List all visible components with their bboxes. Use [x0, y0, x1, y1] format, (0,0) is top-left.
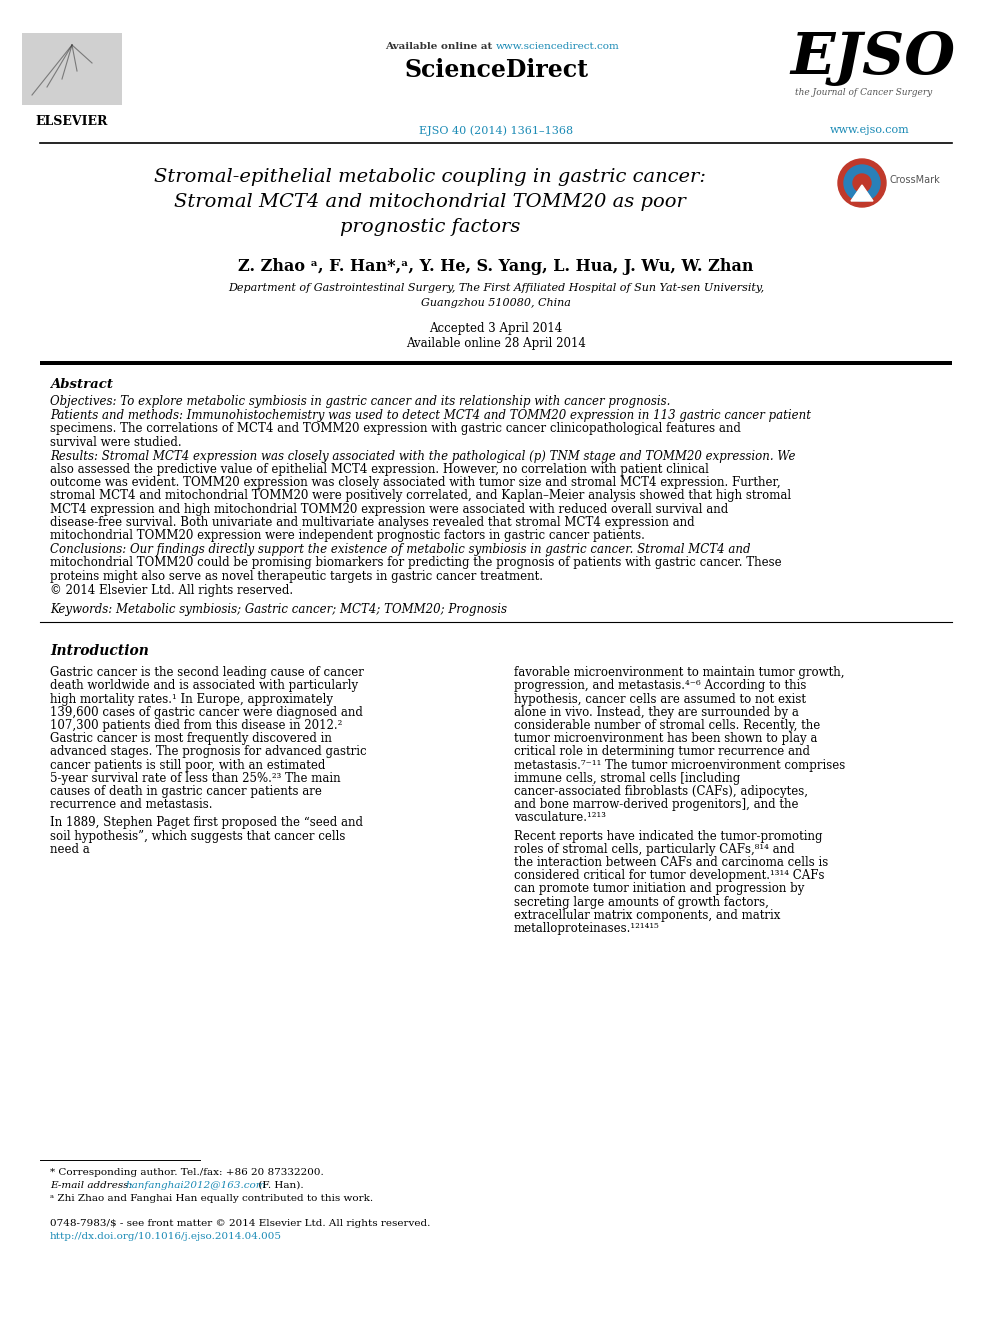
Text: Abstract: Abstract: [50, 378, 113, 392]
Text: roles of stromal cells, particularly CAFs,⁸¹⁴ and: roles of stromal cells, particularly CAF…: [514, 843, 795, 856]
Text: ᵃ Zhi Zhao and Fanghai Han equally contributed to this work.: ᵃ Zhi Zhao and Fanghai Han equally contr…: [50, 1193, 373, 1203]
Text: Keywords: Metabolic symbiosis; Gastric cancer; MCT4; TOMM20; Prognosis: Keywords: Metabolic symbiosis; Gastric c…: [50, 603, 507, 617]
Text: Department of Gastrointestinal Surgery, The First Affiliated Hospital of Sun Yat: Department of Gastrointestinal Surgery, …: [228, 283, 764, 292]
Text: www.ejso.com: www.ejso.com: [830, 124, 910, 135]
Text: vasculature.¹²¹³: vasculature.¹²¹³: [514, 811, 606, 824]
Text: cancer-associated fibroblasts (CAFs), adipocytes,: cancer-associated fibroblasts (CAFs), ad…: [514, 785, 808, 798]
Text: causes of death in gastric cancer patients are: causes of death in gastric cancer patien…: [50, 785, 321, 798]
Text: Available online 28 April 2014: Available online 28 April 2014: [406, 337, 586, 351]
Text: can promote tumor initiation and progression by: can promote tumor initiation and progres…: [514, 882, 805, 896]
Text: progression, and metastasis.⁴⁻⁶ According to this: progression, and metastasis.⁴⁻⁶ Accordin…: [514, 680, 806, 692]
Text: proteins might also serve as novel therapeutic targets in gastric cancer treatme: proteins might also serve as novel thera…: [50, 570, 543, 582]
Text: Patients and methods: Immunohistochemistry was used to detect MCT4 and TOMM20 ex: Patients and methods: Immunohistochemist…: [50, 409, 811, 422]
Text: tumor microenvironment has been shown to play a: tumor microenvironment has been shown to…: [514, 732, 817, 745]
Text: Available online at: Available online at: [385, 42, 496, 52]
Text: Z. Zhao ᵃ, F. Han*,ᵃ, Y. He, S. Yang, L. Hua, J. Wu, W. Zhan: Z. Zhao ᵃ, F. Han*,ᵃ, Y. He, S. Yang, L.…: [238, 258, 754, 275]
Text: MCT4 expression and high mitochondrial TOMM20 expression were associated with re: MCT4 expression and high mitochondrial T…: [50, 503, 728, 516]
Text: also assessed the predictive value of epithelial MCT4 expression. However, no co: also assessed the predictive value of ep…: [50, 463, 709, 476]
Text: critical role in determining tumor recurrence and: critical role in determining tumor recur…: [514, 745, 810, 758]
Text: hanfanghai2012@163.com: hanfanghai2012@163.com: [125, 1181, 266, 1189]
Text: mitochondrial TOMM20 expression were independent prognostic factors in gastric c: mitochondrial TOMM20 expression were ind…: [50, 529, 645, 542]
Text: EJSO: EJSO: [790, 30, 955, 86]
Text: soil hypothesis”, which suggests that cancer cells: soil hypothesis”, which suggests that ca…: [50, 830, 345, 843]
Text: secreting large amounts of growth factors,: secreting large amounts of growth factor…: [514, 896, 769, 909]
Text: Results: Stromal MCT4 expression was closely associated with the pathological (p: Results: Stromal MCT4 expression was clo…: [50, 450, 796, 463]
Text: * Corresponding author. Tel./fax: +86 20 87332200.: * Corresponding author. Tel./fax: +86 20…: [50, 1168, 323, 1177]
Text: need a: need a: [50, 843, 89, 856]
Text: 139,600 cases of gastric cancer were diagnosed and: 139,600 cases of gastric cancer were dia…: [50, 705, 363, 718]
Text: recurrence and metastasis.: recurrence and metastasis.: [50, 798, 212, 811]
Text: Stromal MCT4 and mitochondrial TOMM20 as poor: Stromal MCT4 and mitochondrial TOMM20 as…: [174, 193, 685, 210]
Text: extracellular matrix components, and matrix: extracellular matrix components, and mat…: [514, 909, 781, 922]
Text: and bone marrow-derived progenitors], and the: and bone marrow-derived progenitors], an…: [514, 798, 799, 811]
Text: http://dx.doi.org/10.1016/j.ejso.2014.04.005: http://dx.doi.org/10.1016/j.ejso.2014.04…: [50, 1232, 282, 1241]
Text: disease-free survival. Both univariate and multivariate analyses revealed that s: disease-free survival. Both univariate a…: [50, 516, 694, 529]
Bar: [22, 33, 122, 105]
Text: prognostic factors: prognostic factors: [340, 218, 520, 235]
Polygon shape: [851, 185, 873, 201]
Text: ScienceDirect: ScienceDirect: [404, 58, 588, 82]
Text: 0748-7983/$ - see front matter © 2014 Elsevier Ltd. All rights reserved.: 0748-7983/$ - see front matter © 2014 El…: [50, 1218, 431, 1228]
Text: © 2014 Elsevier Ltd. All rights reserved.: © 2014 Elsevier Ltd. All rights reserved…: [50, 583, 293, 597]
Text: 107,300 patients died from this disease in 2012.²: 107,300 patients died from this disease …: [50, 718, 342, 732]
Text: the Journal of Cancer Surgery: the Journal of Cancer Surgery: [795, 89, 932, 97]
Text: Stromal-epithelial metabolic coupling in gastric cancer:: Stromal-epithelial metabolic coupling in…: [154, 168, 706, 187]
Text: E-mail address:: E-mail address:: [50, 1181, 135, 1189]
Text: stromal MCT4 and mitochondrial TOMM20 were positively correlated, and Kaplan–Mei: stromal MCT4 and mitochondrial TOMM20 we…: [50, 490, 792, 503]
Text: Gastric cancer is most frequently discovered in: Gastric cancer is most frequently discov…: [50, 732, 332, 745]
Text: alone in vivo. Instead, they are surrounded by a: alone in vivo. Instead, they are surroun…: [514, 705, 799, 718]
Text: Objectives: To explore metabolic symbiosis in gastric cancer and its relationshi: Objectives: To explore metabolic symbios…: [50, 396, 671, 407]
Text: Introduction: Introduction: [50, 644, 149, 659]
Text: considerable number of stromal cells. Recently, the: considerable number of stromal cells. Re…: [514, 718, 820, 732]
Text: immune cells, stromal cells [including: immune cells, stromal cells [including: [514, 771, 740, 785]
Circle shape: [844, 165, 880, 201]
Text: CrossMark: CrossMark: [890, 175, 940, 185]
Circle shape: [838, 159, 886, 206]
Text: metalloproteinases.¹²¹⁴¹⁵: metalloproteinases.¹²¹⁴¹⁵: [514, 922, 660, 935]
Text: considered critical for tumor development.¹³¹⁴ CAFs: considered critical for tumor developmen…: [514, 869, 824, 882]
Text: specimens. The correlations of MCT4 and TOMM20 expression with gastric cancer cl: specimens. The correlations of MCT4 and …: [50, 422, 741, 435]
Text: cancer patients is still poor, with an estimated: cancer patients is still poor, with an e…: [50, 758, 325, 771]
Text: death worldwide and is associated with particularly: death worldwide and is associated with p…: [50, 680, 358, 692]
Text: survival were studied.: survival were studied.: [50, 435, 182, 448]
Text: outcome was evident. TOMM20 expression was closely associated with tumor size an: outcome was evident. TOMM20 expression w…: [50, 476, 781, 490]
Text: advanced stages. The prognosis for advanced gastric: advanced stages. The prognosis for advan…: [50, 745, 367, 758]
Text: high mortality rates.¹ In Europe, approximately: high mortality rates.¹ In Europe, approx…: [50, 693, 333, 705]
Text: Recent reports have indicated the tumor-promoting: Recent reports have indicated the tumor-…: [514, 830, 822, 843]
Text: ELSEVIER: ELSEVIER: [36, 115, 108, 128]
Circle shape: [853, 175, 871, 192]
Text: hypothesis, cancer cells are assumed to not exist: hypothesis, cancer cells are assumed to …: [514, 693, 806, 705]
Text: metastasis.⁷⁻¹¹ The tumor microenvironment comprises: metastasis.⁷⁻¹¹ The tumor microenvironme…: [514, 758, 845, 771]
Text: Gastric cancer is the second leading cause of cancer: Gastric cancer is the second leading cau…: [50, 667, 364, 679]
Text: 5-year survival rate of less than 25%.²³ The main: 5-year survival rate of less than 25%.²³…: [50, 771, 340, 785]
Bar: [40, 360, 952, 365]
Text: In 1889, Stephen Paget first proposed the “seed and: In 1889, Stephen Paget first proposed th…: [50, 816, 363, 830]
Text: Guangzhou 510080, China: Guangzhou 510080, China: [421, 298, 571, 308]
Text: EJSO 40 (2014) 1361–1368: EJSO 40 (2014) 1361–1368: [419, 124, 573, 135]
Text: www.sciencedirect.com: www.sciencedirect.com: [496, 42, 620, 52]
Text: Conclusions: Our findings directly support the existence of metabolic symbiosis : Conclusions: Our findings directly suppo…: [50, 544, 751, 556]
Text: Accepted 3 April 2014: Accepted 3 April 2014: [430, 321, 562, 335]
Text: favorable microenvironment to maintain tumor growth,: favorable microenvironment to maintain t…: [514, 667, 844, 679]
Text: the interaction between CAFs and carcinoma cells is: the interaction between CAFs and carcino…: [514, 856, 828, 869]
Text: mitochondrial TOMM20 could be promising biomarkers for predicting the prognosis : mitochondrial TOMM20 could be promising …: [50, 557, 782, 569]
Text: (F. Han).: (F. Han).: [255, 1181, 304, 1189]
